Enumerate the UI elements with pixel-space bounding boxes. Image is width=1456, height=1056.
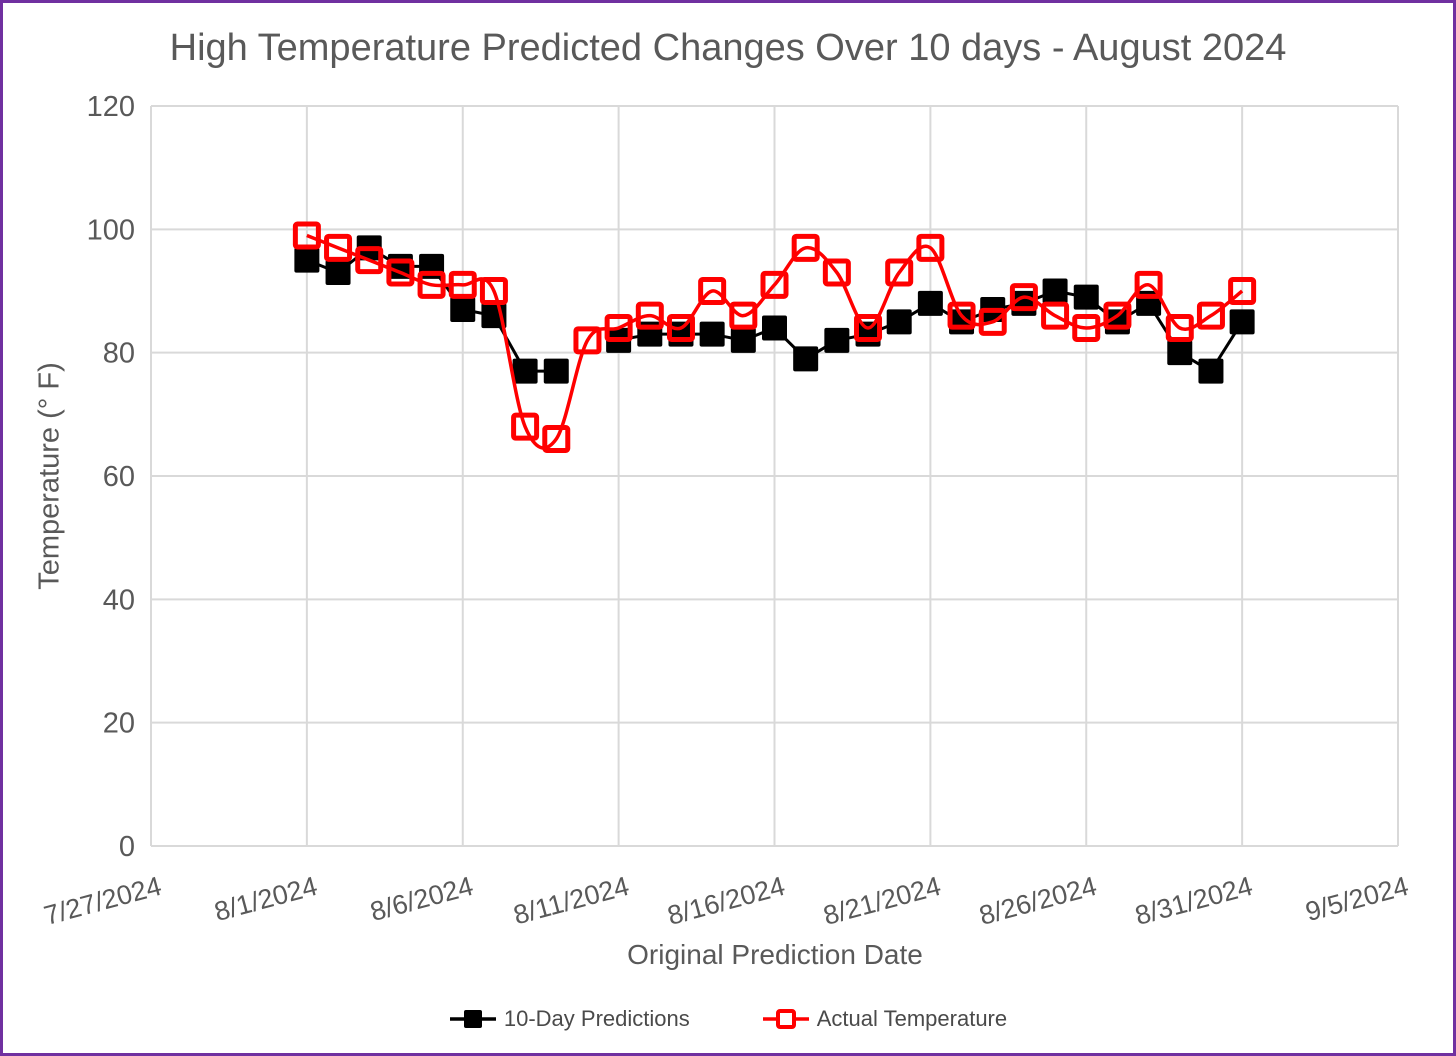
svg-text:40: 40 [103, 584, 135, 616]
legend-label-predictions: 10-Day Predictions [503, 1006, 690, 1031]
data-point-marker [793, 346, 819, 372]
svg-text:7/27/2024: 7/27/2024 [41, 871, 165, 931]
data-point-marker [729, 301, 758, 330]
data-point-marker [604, 314, 633, 342]
data-point-marker [1165, 314, 1194, 342]
data-point-marker [479, 277, 508, 305]
open-square-marker-icon [762, 1009, 809, 1029]
legend-item-actual: Actual Temperature [762, 1006, 1007, 1032]
data-point-marker [916, 233, 945, 262]
data-point-marker [978, 307, 1007, 336]
data-point-marker [386, 258, 415, 287]
svg-text:80: 80 [103, 338, 135, 370]
data-point-marker [824, 327, 850, 353]
svg-text:8/1/2024: 8/1/2024 [211, 871, 320, 927]
svg-text:120: 120 [87, 91, 135, 123]
svg-text:100: 100 [87, 214, 135, 246]
data-point-marker [666, 314, 695, 342]
gridlines [150, 105, 1399, 847]
svg-text:20: 20 [103, 708, 135, 740]
data-point-marker [1198, 358, 1224, 384]
data-point-marker [511, 412, 540, 441]
data-point-marker [1073, 284, 1099, 310]
data-point-marker [1228, 277, 1257, 305]
data-point-marker [450, 297, 476, 322]
data-point-marker [542, 425, 571, 453]
svg-text:9/5/2024: 9/5/2024 [1302, 871, 1411, 927]
data-point-marker [1229, 309, 1255, 335]
data-point-marker [292, 221, 321, 250]
data-point-marker [512, 358, 538, 384]
data-point-marker [1042, 278, 1068, 304]
plot-area: 0 20 40 60 80 100 120 7/27/2024 8/1/2024 8/6/2024… [41, 91, 1412, 931]
svg-text:8/31/2024: 8/31/2024 [1132, 871, 1256, 931]
data-point-marker [698, 277, 727, 305]
x-axis-title: Original Prediction Date [627, 939, 923, 970]
data-point-marker [1134, 270, 1163, 299]
data-point-marker [947, 301, 976, 330]
data-point-marker [730, 327, 756, 353]
y-tick-labels: 0 20 40 60 80 100 120 [87, 91, 135, 863]
svg-text:8/16/2024: 8/16/2024 [664, 871, 788, 931]
data-point-marker [822, 258, 851, 287]
data-point-marker [543, 358, 569, 384]
data-point-marker [791, 233, 820, 262]
data-point-marker [325, 260, 351, 285]
x-tick-labels: 7/27/2024 8/1/2024 8/6/2024 8/11/2024 8/16/2… [41, 871, 1412, 931]
data-point-marker [635, 301, 664, 330]
y-axis-title: Temperature (° F) [33, 362, 66, 590]
series-actual-temperature [292, 221, 1257, 453]
data-point-marker [854, 314, 883, 342]
svg-text:8/26/2024: 8/26/2024 [976, 871, 1100, 931]
data-point-marker [1167, 340, 1193, 366]
legend-label-actual: Actual Temperature [816, 1006, 1008, 1031]
data-point-marker [760, 270, 789, 299]
legend-item-predictions: 10-Day Predictions [449, 1006, 690, 1032]
data-point-marker [448, 270, 477, 299]
data-point-marker [355, 246, 384, 275]
svg-text:60: 60 [103, 461, 135, 493]
data-point-marker [324, 233, 353, 262]
data-point-marker [1072, 314, 1101, 342]
data-point-marker [294, 247, 320, 273]
svg-text:8/11/2024: 8/11/2024 [510, 871, 632, 931]
data-point-marker [1103, 301, 1132, 330]
svg-text:8/6/2024: 8/6/2024 [367, 871, 476, 927]
data-point-marker [886, 309, 912, 335]
filled-square-marker-icon [449, 1010, 496, 1028]
chart-legend: 10-Day Predictions Actual Temperature [3, 1006, 1453, 1032]
data-point-marker [668, 321, 694, 347]
data-point-marker [1009, 283, 1038, 312]
data-point-marker [1196, 301, 1225, 330]
data-point-marker [417, 270, 446, 299]
data-point-marker [885, 258, 914, 287]
data-point-marker [573, 326, 602, 355]
data-point-marker [762, 315, 787, 341]
data-point-marker [917, 290, 943, 316]
data-point-marker [699, 321, 725, 347]
chart-title: High Temperature Predicted Changes Over … [169, 27, 1287, 69]
data-point-marker [1041, 301, 1070, 330]
svg-text:8/21/2024: 8/21/2024 [820, 871, 944, 931]
data-point-marker [855, 321, 881, 347]
svg-text:0: 0 [119, 831, 135, 863]
